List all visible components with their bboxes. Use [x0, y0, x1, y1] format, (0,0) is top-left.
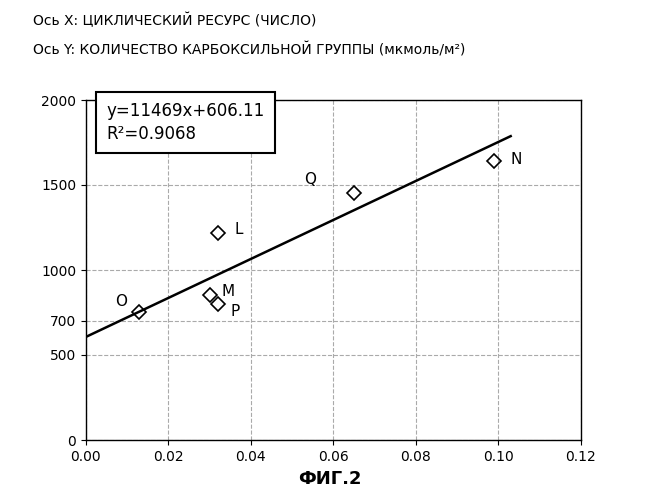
- Text: N: N: [511, 152, 522, 167]
- Text: Q: Q: [304, 172, 316, 188]
- Text: M: M: [222, 284, 235, 298]
- Text: O: O: [115, 294, 127, 309]
- Text: Ось X: ЦИКЛИЧЕСКИЙ РЕСУРС (ЧИСЛО): Ось X: ЦИКЛИЧЕСКИЙ РЕСУРС (ЧИСЛО): [33, 12, 316, 28]
- Text: ФИГ.2: ФИГ.2: [298, 470, 362, 488]
- Text: Ось Y: КОЛИЧЕСТВО КАРБОКСИЛЬНОЙ ГРУППЫ (мкмоль/м²): Ось Y: КОЛИЧЕСТВО КАРБОКСИЛЬНОЙ ГРУППЫ (…: [33, 42, 465, 58]
- Text: P: P: [230, 304, 240, 319]
- Text: y=11469x+606.11
R²=0.9068: y=11469x+606.11 R²=0.9068: [106, 102, 265, 143]
- Text: L: L: [234, 222, 243, 236]
